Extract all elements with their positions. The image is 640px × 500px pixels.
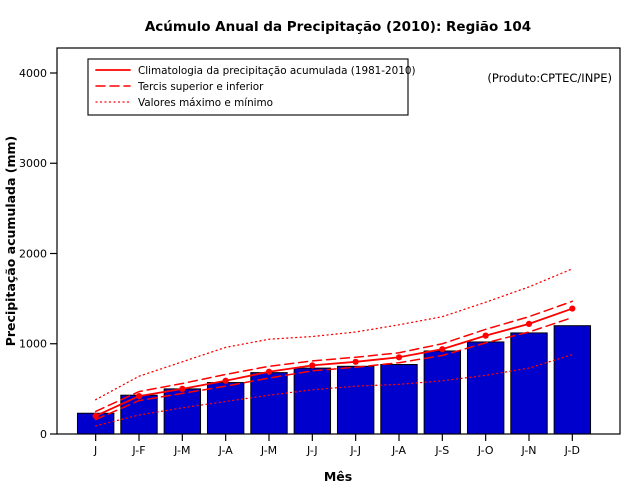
series-dotted-line — [95, 353, 573, 427]
y-tick-label: 2000 — [19, 247, 47, 260]
climatology-point — [179, 385, 186, 392]
climatology-point — [135, 392, 143, 400]
series-solid-line — [94, 307, 574, 417]
lines-group — [92, 268, 576, 427]
legend-group: Climatologia da precipitação acumulada (… — [87, 58, 416, 116]
x-tick-label: J-S — [434, 444, 449, 457]
climatology-point — [482, 332, 489, 339]
series-dashed-line — [94, 316, 574, 421]
x-tick-label: J — [93, 444, 97, 457]
axes-group: 0 1000 2000 3000 4000 J J-F J-M J-A J-M J-J J-J J-A J… — [19, 67, 580, 457]
climatology-point — [92, 412, 99, 420]
x-tick-label: J-A — [391, 444, 407, 457]
y-tick-label: 3000 — [19, 157, 47, 170]
y-tick-label: 0 — [40, 428, 47, 441]
product-annotation: (Produto:CPTEC/INPE) — [487, 71, 612, 85]
bar — [510, 332, 548, 435]
climatology-point — [395, 354, 403, 361]
bar — [293, 367, 332, 435]
plot-area-border — [56, 47, 621, 435]
bar — [466, 341, 505, 435]
series-dashed-line — [94, 300, 574, 413]
bar — [250, 372, 288, 435]
legend-entry-label: Valores máximo e mínimo — [138, 97, 273, 109]
climatology-point — [309, 362, 316, 369]
bar — [380, 364, 418, 435]
x-tick-label: J-N — [520, 444, 536, 457]
legend-entry-label: Climatologia da precipitação acumulada (… — [138, 65, 416, 77]
x-tick-label: J-J — [349, 444, 361, 457]
x-axis-label: Mês — [324, 469, 352, 484]
bar — [336, 365, 375, 435]
legend-entry-label: Tercis superior e inferior — [137, 81, 264, 93]
x-tick-label: J-D — [564, 444, 580, 457]
bar — [423, 350, 462, 435]
legend-box — [87, 58, 409, 116]
x-tick-label: J-J — [306, 444, 318, 457]
bar — [206, 382, 245, 435]
climatology-point — [439, 346, 446, 353]
climatology-point — [352, 358, 359, 365]
y-tick-label: 4000 — [19, 67, 47, 80]
x-tick-label: J-A — [218, 444, 234, 457]
bar — [553, 325, 592, 435]
climatology-point — [569, 305, 576, 312]
climatology-point — [222, 377, 229, 384]
x-tick-label: J-M — [260, 444, 277, 457]
climatology-point — [265, 368, 273, 375]
bars-group — [76, 325, 592, 435]
x-tick-label: J-M — [173, 444, 190, 457]
x-tick-label: J-O — [477, 444, 494, 457]
chart-title: Acúmulo Anual da Precipitação (2010): Re… — [145, 19, 531, 35]
x-tick-label: J-F — [131, 444, 145, 457]
climatology-point — [525, 320, 533, 327]
y-tick-label: 1000 — [19, 338, 47, 351]
y-axis-label: Precipitação acumulada (mm) — [3, 136, 18, 347]
